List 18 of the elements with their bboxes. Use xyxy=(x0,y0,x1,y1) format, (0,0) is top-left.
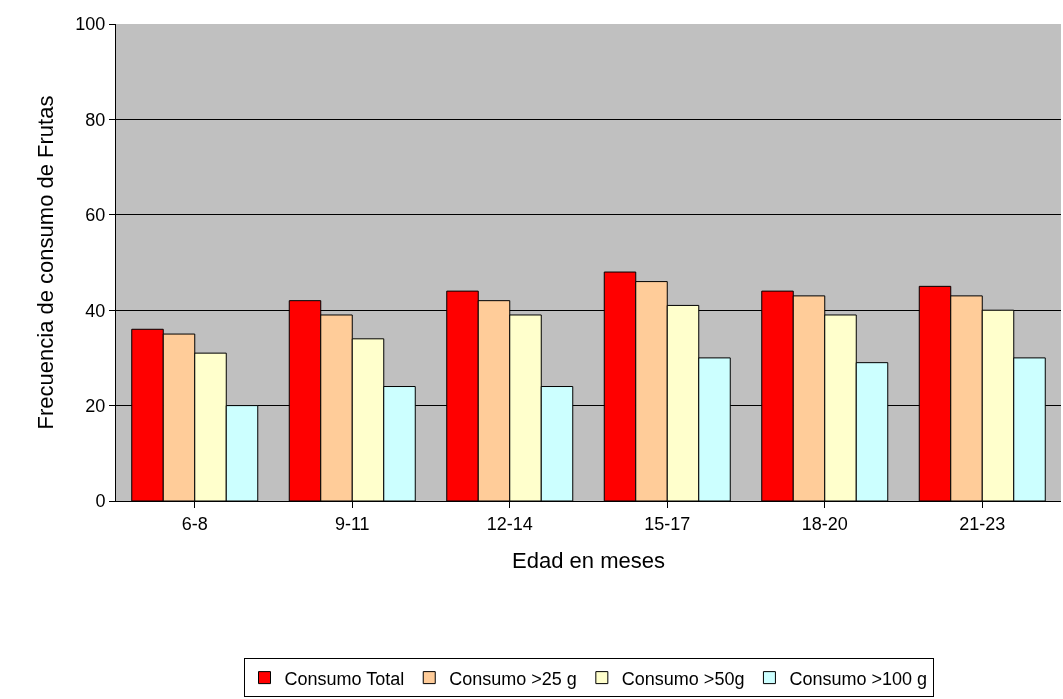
y-tick-label: 0 xyxy=(95,491,106,512)
legend-label: Consumo >25 g xyxy=(449,668,577,689)
x-tick-label: 15-17 xyxy=(644,513,691,534)
legend-label: Consumo >100 g xyxy=(789,668,928,689)
x-tick-label: 6-8 xyxy=(181,513,208,534)
x-axis-title: Edad en meses xyxy=(512,548,665,574)
x-tick-label: 18-20 xyxy=(801,513,848,534)
y-tick-label: 80 xyxy=(85,109,106,130)
x-tick-label: 9-11 xyxy=(334,513,370,534)
legend-label: Consumo >50g xyxy=(621,668,745,689)
legend-label: Consumo Total xyxy=(284,668,405,689)
y-axis-title: Frecuencia de consumo de Frutas xyxy=(33,95,59,430)
y-tick-label: 20 xyxy=(85,395,106,416)
y-tick-label: 40 xyxy=(85,300,106,321)
y-tick-label: 60 xyxy=(85,205,106,226)
y-tick-label: 100 xyxy=(75,14,106,35)
x-tick-label: 21-23 xyxy=(959,513,1006,534)
x-tick-label: 12-14 xyxy=(486,513,533,534)
